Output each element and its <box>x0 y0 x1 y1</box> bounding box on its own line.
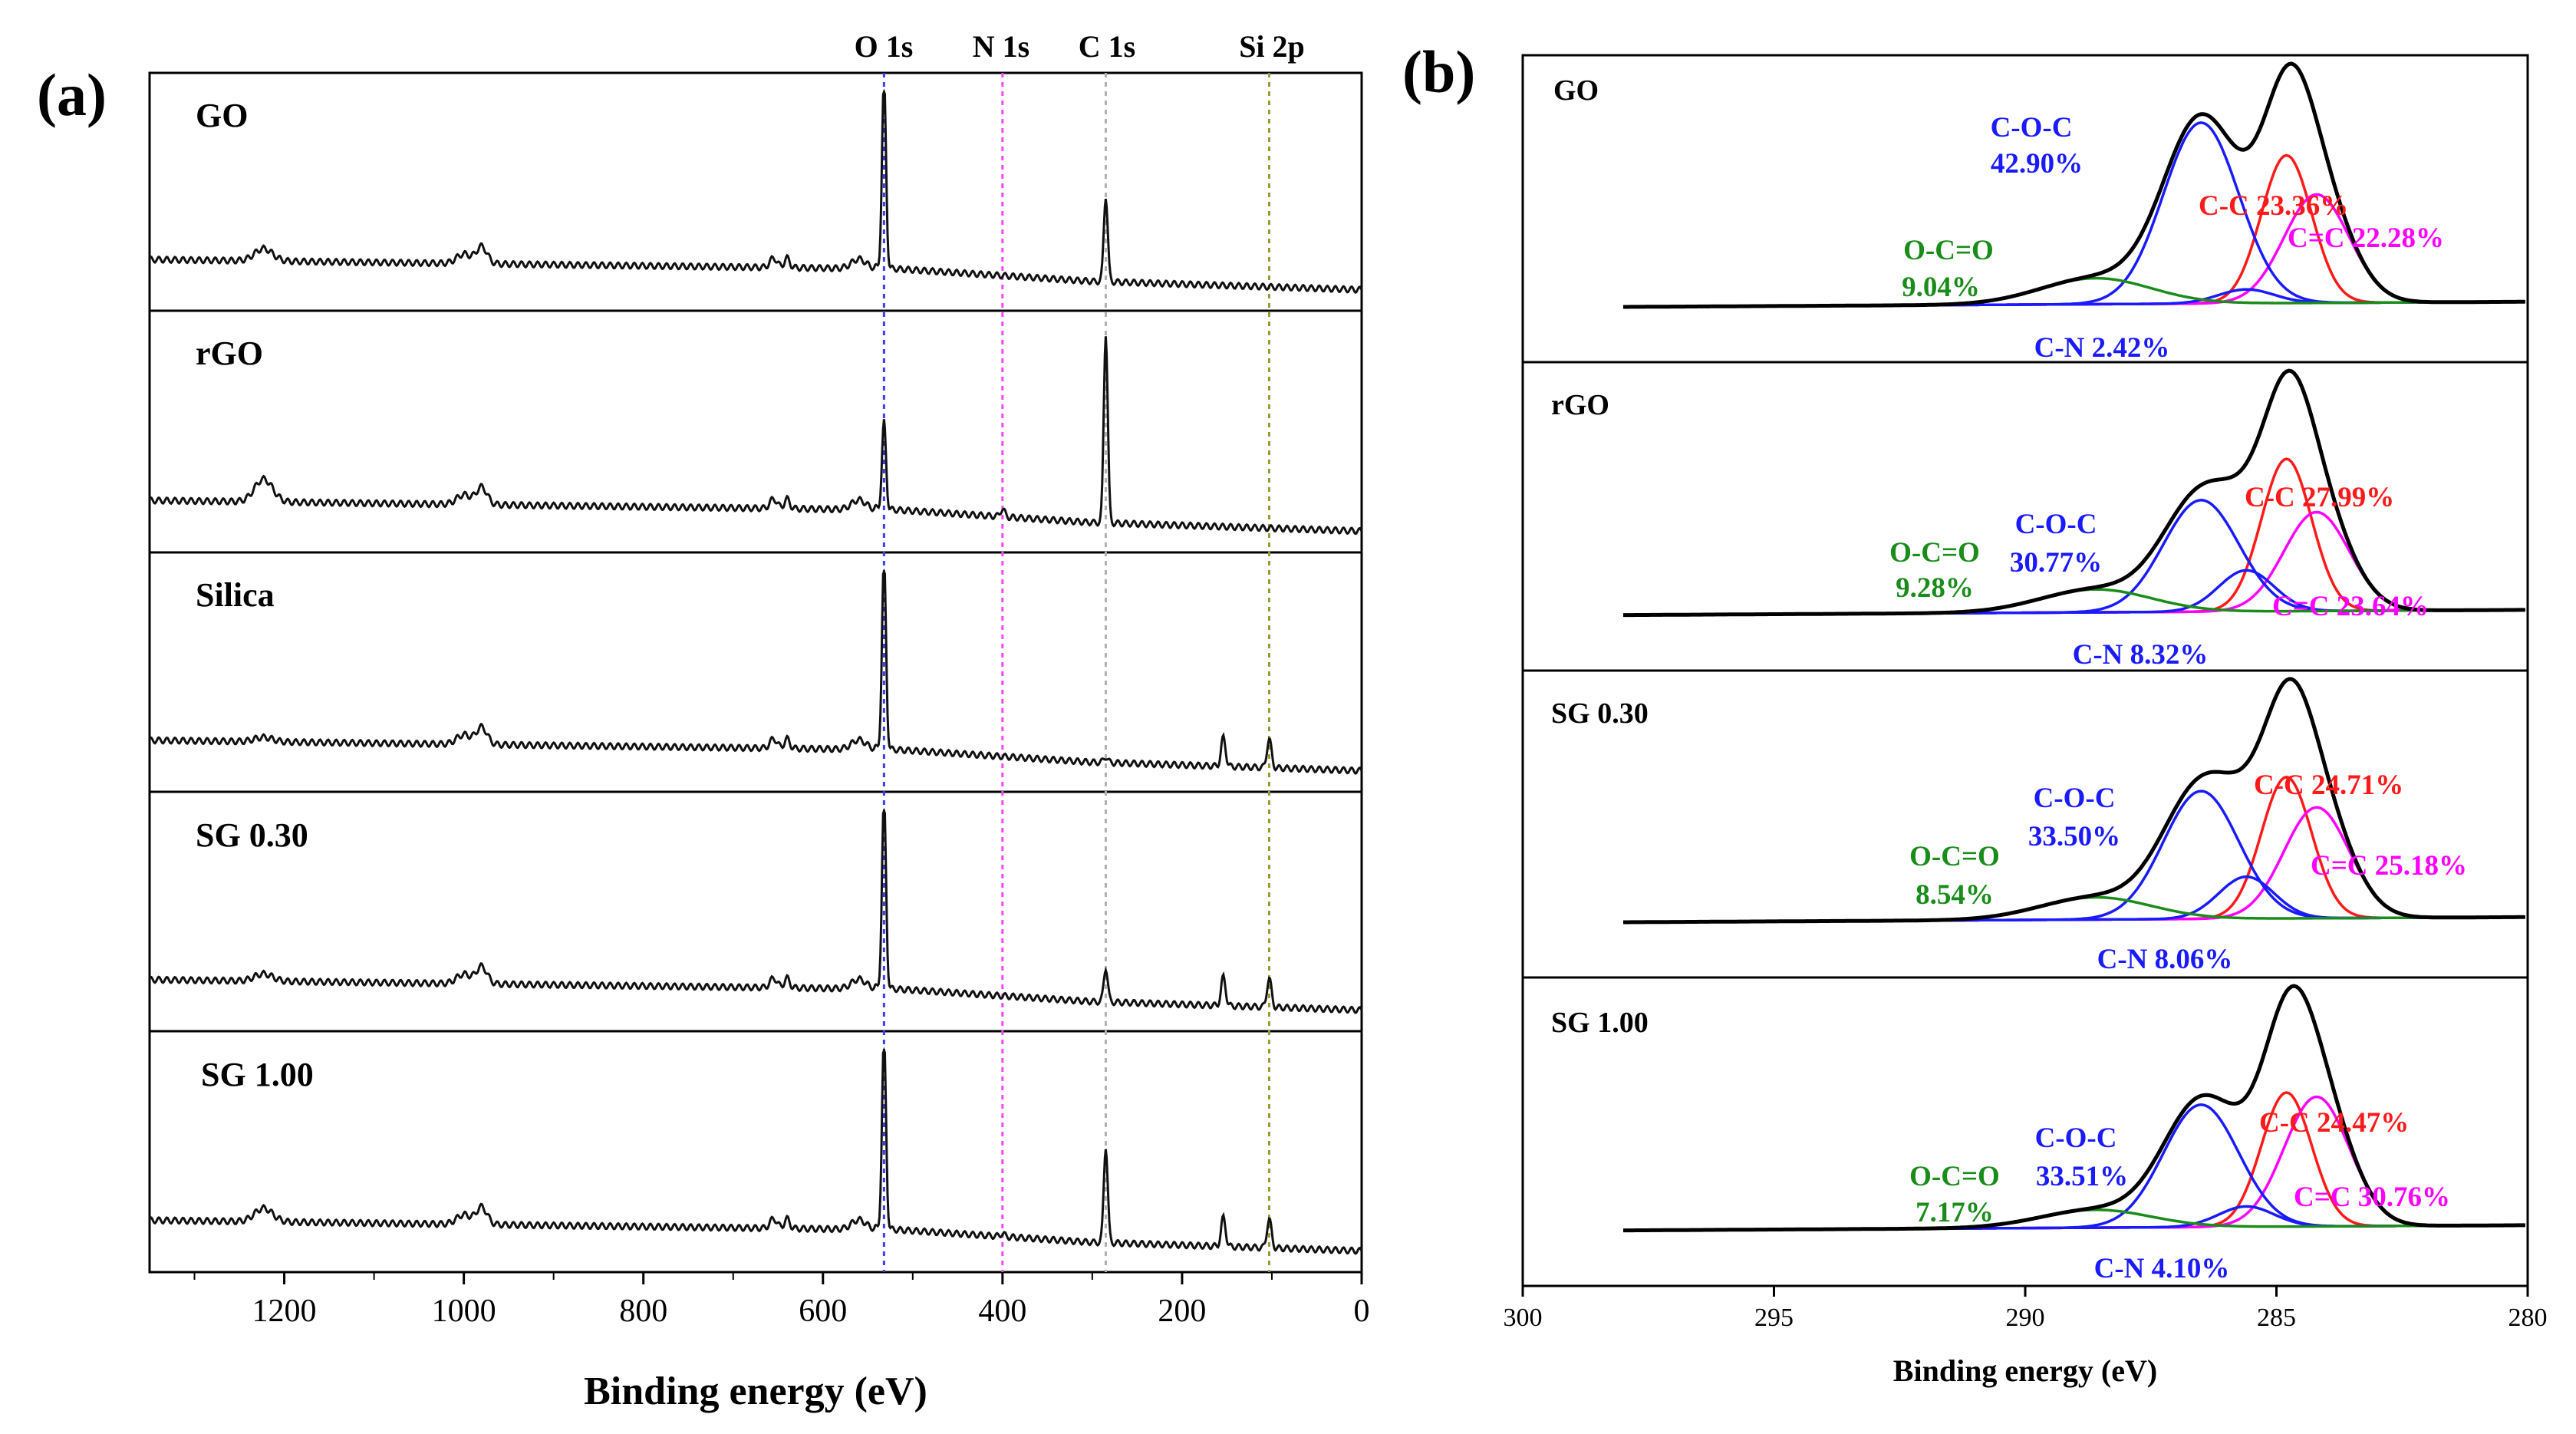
x-tick-label: 0 <box>1354 1294 1370 1329</box>
ann-coc-pct: 33.51% <box>2036 1161 2128 1192</box>
ann-oco: O-C=O <box>1903 235 1994 266</box>
x-tick-label: 800 <box>619 1294 667 1329</box>
c1s-spectra <box>1623 61 2525 1233</box>
envelope-rgo <box>1623 368 2525 618</box>
sample-label-sg100: SG 1.00 <box>201 1056 314 1093</box>
ann-cn: C-N 8.06% <box>2097 944 2233 975</box>
x-tick-label: 400 <box>978 1294 1026 1329</box>
spectrum-sg030 <box>148 807 1363 1014</box>
ann-cc: C-C 24.47% <box>2259 1107 2409 1139</box>
envelope-sg100 <box>1623 984 2525 1233</box>
ann-coc: C-O-C <box>1991 112 2073 143</box>
peak-label-si2p: Si 2p <box>1239 29 1305 64</box>
ann-coc-pct: 42.90% <box>1991 148 2083 180</box>
x-axis-title-b: Binding energy (eV) <box>1893 1353 2157 1388</box>
x-tick-label: 280 <box>2508 1304 2548 1332</box>
frame-a-2 <box>148 551 1363 793</box>
x-tick-label: 295 <box>1754 1304 1794 1332</box>
reference-lines <box>882 73 1270 1272</box>
peak-label-c1s: C 1s <box>1079 29 1135 64</box>
ann-cc: C-C 27.99% <box>2245 482 2394 513</box>
ann-oco-pct: 8.54% <box>1916 879 1994 911</box>
frame-a-4 <box>148 1030 1363 1274</box>
x-axis-b <box>1521 1286 2529 1297</box>
peak-label-o1s: O 1s <box>855 29 914 64</box>
sample-label-go-b: GO <box>1553 74 1599 107</box>
ann-coc: C-O-C <box>2035 1122 2117 1154</box>
spectrum-silica <box>148 568 1363 775</box>
x-tick-label: 1200 <box>252 1294 317 1329</box>
ann-oco-pct: 7.17% <box>1916 1197 1994 1228</box>
ann-oco: O-C=O <box>1909 841 2000 872</box>
panel-a-frames <box>148 71 1363 1274</box>
ann-ceqc: C=C 30.76% <box>2294 1182 2450 1213</box>
x-tick-labels-a: 1200 1000 800 600 400 200 0 <box>252 1294 1370 1329</box>
annotations-go: C-O-C 42.90% C-C 23.36% C=C 22.28% O-C=O… <box>1902 112 2444 364</box>
x-tick-label: 200 <box>1158 1294 1206 1329</box>
sample-label-sg030: SG 0.30 <box>196 816 308 854</box>
sample-label-go: GO <box>196 97 248 134</box>
ann-oco-pct: 9.04% <box>1902 272 1980 303</box>
ann-oco-pct: 9.28% <box>1896 572 1974 604</box>
annotations-sg100: C-O-C 33.51% C-C 24.47% C=C 30.76% O-C=O… <box>1909 1107 2450 1284</box>
sample-label-sg100-b: SG 1.00 <box>1551 1007 1649 1039</box>
spectrum-sg100 <box>148 1047 1363 1255</box>
x-tick-label: 300 <box>1504 1304 1543 1332</box>
sample-label-rgo-b: rGO <box>1551 389 1609 421</box>
x-tick-label: 285 <box>2257 1304 2296 1332</box>
ann-cn: C-N 2.42% <box>2034 332 2170 364</box>
ann-cn: C-N 8.32% <box>2073 639 2209 671</box>
frame-b-0 <box>1521 54 2529 364</box>
x-tick-label: 290 <box>2006 1304 2045 1332</box>
ann-oco: O-C=O <box>1889 537 1980 569</box>
panel-b: (b) GO rGO SG 0.30 SG 1.00 C-O-C 42.90% … <box>1402 38 2548 1388</box>
ann-ceqc: C=C 25.18% <box>2311 850 2467 882</box>
x-axis-a <box>193 1272 1363 1284</box>
frame-b-2 <box>1521 669 2529 979</box>
panel-a: (a) O 1s N 1s C 1s Si 2p GO rGO Silica S… <box>37 29 1370 1413</box>
spectrum-go <box>148 88 1363 294</box>
annotations-rgo: C-O-C 30.77% C-C 27.99% C=C 23.64% O-C=O… <box>1889 482 2429 671</box>
survey-spectra <box>148 88 1363 1255</box>
sample-label-rgo: rGO <box>196 335 263 372</box>
ann-cc: C-C 24.71% <box>2254 770 2403 801</box>
x-tick-label: 1000 <box>432 1294 496 1329</box>
x-tick-label: 600 <box>799 1294 847 1329</box>
x-tick-labels-b: 300 295 290 285 280 <box>1504 1304 2548 1332</box>
ann-ceqc: C=C 23.64% <box>2272 591 2429 622</box>
sample-label-sg030-b: SG 0.30 <box>1551 697 1649 730</box>
frame-a-0 <box>148 71 1363 312</box>
envelope-sg030 <box>1623 677 2525 925</box>
ann-ceqc: C=C 22.28% <box>2288 223 2444 254</box>
x-axis-title-a: Binding energy (eV) <box>584 1370 927 1413</box>
peak-label-n1s: N 1s <box>973 29 1029 64</box>
spectrum-rgo <box>148 336 1363 536</box>
annotations-sg030: C-O-C 33.50% C-C 24.71% C=C 25.18% O-C=O… <box>1909 770 2467 975</box>
frame-a-1 <box>148 309 1363 554</box>
ann-oco: O-C=O <box>1909 1161 2000 1192</box>
panel-b-label: (b) <box>1402 38 1475 105</box>
ann-cn: C-N 4.10% <box>2094 1253 2230 1284</box>
sample-label-silica: Silica <box>196 576 275 614</box>
panel-a-label: (a) <box>37 61 107 128</box>
ann-coc: C-O-C <box>2015 509 2097 540</box>
ann-coc-pct: 30.77% <box>2010 547 2102 579</box>
ann-cc: C-C 23.36% <box>2199 190 2348 222</box>
ann-coc-pct: 33.50% <box>2028 821 2120 852</box>
ann-coc: C-O-C <box>2034 783 2116 814</box>
frame-a-3 <box>148 790 1363 1033</box>
envelope-go <box>1623 61 2525 309</box>
